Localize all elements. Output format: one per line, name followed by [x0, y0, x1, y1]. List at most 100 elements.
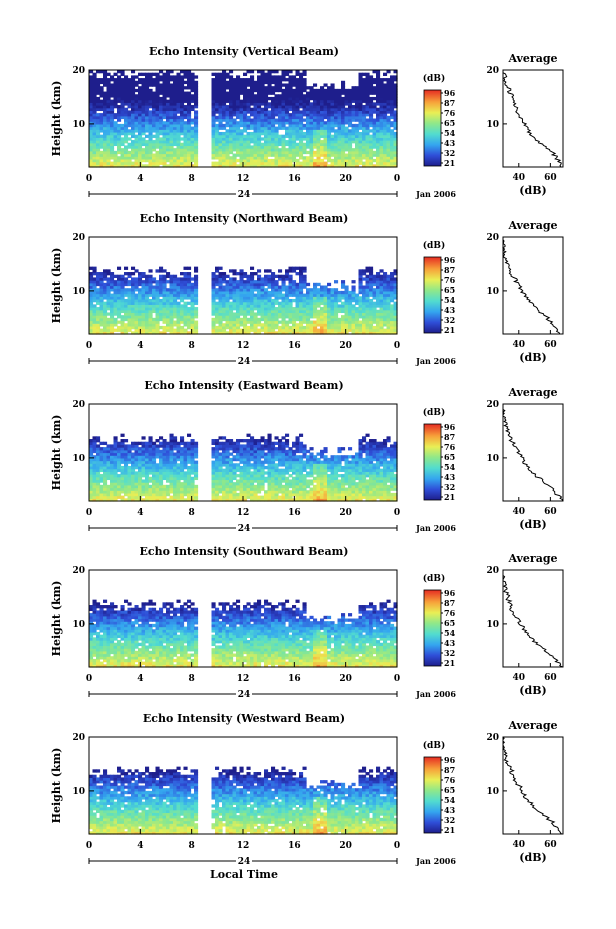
heatmap-cell — [159, 317, 164, 322]
heatmap-cell — [89, 140, 94, 144]
heatmap-cell — [145, 288, 150, 292]
heatmap-cell — [155, 153, 160, 157]
heatmap-cell — [176, 323, 181, 327]
heatmap-cell — [92, 280, 97, 284]
heatmap-cell — [376, 110, 381, 114]
heatmap-cell — [110, 301, 115, 305]
heatmap-cell — [344, 134, 349, 138]
heatmap-cell — [138, 449, 143, 454]
heatmap-cell — [306, 150, 311, 155]
heatmap-cell — [393, 323, 398, 327]
heatmap-cell — [264, 94, 269, 98]
heatmap-cell — [369, 304, 374, 308]
heatmap-cell — [383, 118, 388, 122]
heatmap-cell — [383, 86, 388, 90]
heatmap-cell — [222, 150, 227, 155]
heatmap-cell — [295, 129, 300, 133]
heatmap-cell — [355, 105, 360, 109]
heatmap-cell — [379, 161, 384, 165]
heatmap-cell — [313, 290, 318, 295]
heatmap-cell — [152, 129, 157, 133]
heatmap-cell — [327, 328, 332, 332]
heatmap-cell — [183, 331, 188, 335]
heatmap-cell — [134, 118, 139, 122]
heatmap-cell — [379, 99, 384, 103]
heatmap-cell — [323, 317, 328, 322]
heatmap-cell — [250, 88, 255, 93]
heatmap-cell — [306, 118, 311, 122]
heatmap-cell — [330, 107, 335, 112]
heatmap-cell — [278, 290, 283, 295]
heatmap-cell — [124, 447, 129, 451]
heatmap-cell — [260, 88, 265, 93]
heatmap-cell — [194, 126, 199, 130]
heatmap-cell — [113, 156, 118, 160]
heatmap-cell — [152, 113, 157, 117]
heatmap-cell — [176, 142, 181, 147]
heatmap-cell — [117, 277, 122, 281]
heatmap-cell — [351, 290, 356, 295]
heatmap-cell — [334, 107, 339, 112]
heatmap-cell — [351, 328, 356, 332]
heatmap-cell — [162, 296, 167, 300]
heatmap-cell — [295, 123, 300, 128]
heatmap-cell — [348, 150, 353, 155]
heatmap-cell — [236, 301, 241, 305]
heatmap-cell — [372, 158, 377, 163]
heatmap-cell — [103, 83, 108, 87]
heatmap-cell — [103, 142, 108, 147]
heatmap-cell — [281, 110, 286, 114]
heatmap-cell — [257, 304, 262, 308]
heatmap-cell — [362, 304, 367, 308]
heatmap-cell — [141, 86, 146, 90]
heatmap-cell — [180, 282, 185, 287]
heatmap-cell — [96, 498, 101, 502]
heatmap-cell — [229, 94, 234, 98]
heatmap-cell — [134, 164, 139, 168]
heatmap-cell — [148, 447, 153, 451]
heatmap-cell — [176, 83, 181, 87]
heatmap-cell — [292, 110, 297, 114]
heatmap-cell — [117, 118, 122, 122]
heatmap-cell — [183, 113, 188, 117]
heatmap-cell — [152, 290, 157, 295]
heatmap-cell — [117, 307, 122, 311]
heatmap-cell — [229, 158, 234, 163]
heatmap-cell — [173, 274, 178, 279]
heatmap-cell — [250, 312, 255, 316]
heatmap-cell — [194, 137, 199, 141]
heatmap-cell — [92, 96, 97, 101]
heatmap-cell — [159, 145, 164, 149]
heatmap-cell — [232, 102, 237, 106]
heatmap-cell — [180, 320, 185, 324]
heatmap-cell — [103, 126, 108, 130]
heatmap-cell — [337, 153, 342, 157]
heatmap-cell — [281, 317, 286, 322]
heatmap-cell — [138, 460, 143, 464]
heatmap-cell — [169, 463, 174, 467]
heatmap-cell — [103, 164, 108, 168]
heatmap-cell — [190, 121, 195, 125]
heatmap-cell — [257, 126, 262, 130]
heatmap-cell — [169, 460, 174, 464]
heatmap-cell — [323, 107, 328, 112]
heatmap-cell — [376, 280, 381, 284]
heatmap-cell — [362, 83, 367, 87]
heatmap-cell — [225, 280, 230, 284]
heatmap-cell — [141, 102, 146, 106]
heatmap-cell — [306, 113, 311, 117]
heatmap-cell — [106, 118, 111, 122]
heatmap-cell — [194, 150, 199, 155]
heatmap-cell — [376, 309, 381, 314]
heatmap-cell — [145, 99, 150, 103]
heatmap-cell — [232, 285, 237, 289]
heatmap-cell — [229, 323, 234, 327]
heatmap-cell — [330, 113, 335, 117]
heatmap-cell — [267, 75, 272, 79]
heatmap-cell — [166, 134, 171, 138]
heatmap-cell — [253, 131, 258, 136]
heatmap-cell — [169, 96, 174, 101]
heatmap-cell — [386, 107, 391, 112]
heatmap-cell — [127, 490, 132, 494]
heatmap-cell — [267, 285, 272, 289]
